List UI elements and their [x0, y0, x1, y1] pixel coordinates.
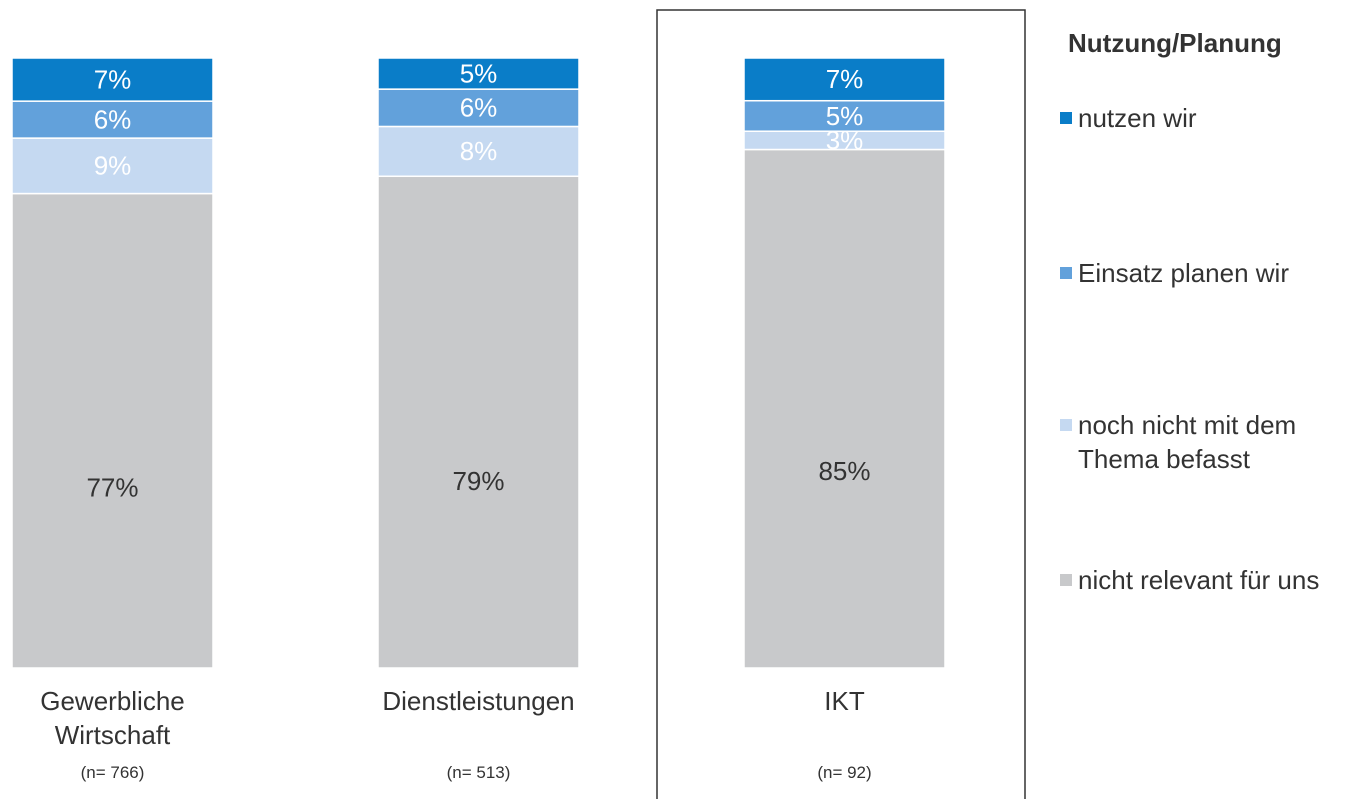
data-label: 6%	[460, 93, 498, 123]
x-tick-label: Dienstleistungen	[382, 686, 575, 716]
data-label: 5%	[826, 101, 864, 131]
legend-label: Einsatz planen wir	[1078, 258, 1289, 288]
bar-segment	[11, 192, 214, 669]
data-label: 77%	[86, 473, 138, 503]
bar-segment	[743, 57, 946, 102]
data-label: 79%	[452, 466, 504, 496]
legend-label: nicht relevant für uns	[1078, 565, 1320, 595]
bar-segment	[377, 88, 580, 128]
data-label: 9%	[94, 151, 132, 181]
bar-segment	[11, 57, 214, 102]
data-label: 7%	[826, 64, 864, 94]
data-label: 85%	[818, 456, 870, 486]
legend-label: noch nicht mit dem Thema befasst	[1078, 410, 1297, 474]
data-label: 5%	[460, 58, 498, 88]
bar-segment	[11, 100, 214, 139]
bar-segment	[11, 137, 214, 195]
legend-swatch	[1060, 419, 1072, 431]
legend-swatch	[1060, 112, 1072, 124]
bar-segment	[377, 175, 580, 669]
x-tick-label: IKT	[824, 686, 865, 716]
highlight-box	[656, 9, 1026, 799]
bar-segment	[377, 57, 580, 90]
legend-swatch	[1060, 574, 1072, 586]
legend-label: nutzen wir	[1078, 103, 1197, 133]
sample-size: (n= 92)	[817, 763, 872, 782]
sample-size: (n= 513)	[446, 763, 511, 782]
sample-size: (n= 766)	[80, 763, 145, 782]
data-label: 6%	[94, 104, 132, 134]
bar-segment	[377, 125, 580, 178]
data-label: 8%	[460, 136, 498, 166]
bar-segment	[743, 148, 946, 669]
legend-swatch	[1060, 267, 1072, 279]
x-tick-label: Gewerbliche Wirtschaft	[40, 686, 185, 750]
data-label: 7%	[94, 64, 132, 94]
legend-title: Nutzung/Planung	[1068, 28, 1282, 58]
